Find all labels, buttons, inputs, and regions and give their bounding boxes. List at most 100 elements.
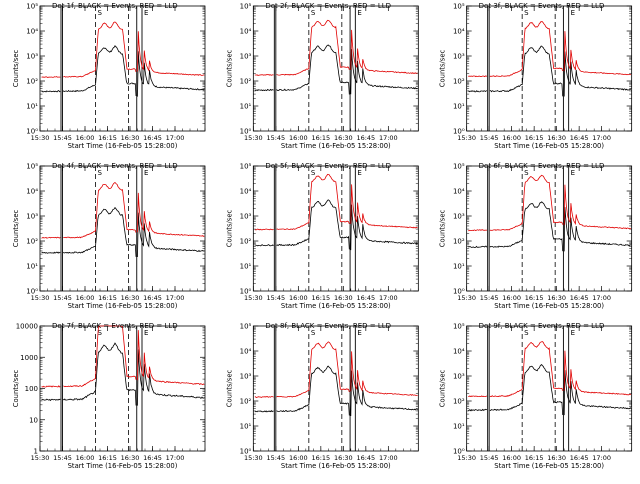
x-axis-label: Start Time (16-Feb-05 15:28:00) — [281, 142, 391, 150]
x-axis-label: Start Time (16-Feb-05 15:28:00) — [68, 302, 178, 310]
end-flag-label: E — [357, 329, 361, 337]
x-tick-label: 15:45 — [266, 294, 285, 302]
y-tick-label: 10⁰ — [26, 288, 38, 296]
x-axis-label: Start Time (16-Feb-05 15:28:00) — [281, 302, 391, 310]
x-axis-label: Start Time (16-Feb-05 15:28:00) — [281, 462, 391, 470]
y-tick-label: 10000 — [16, 323, 38, 331]
x-tick-label: 16:00 — [502, 294, 521, 302]
x-tick-label: 15:45 — [266, 454, 285, 462]
start-flag-label: S — [524, 9, 529, 17]
y-tick-label: 10³ — [240, 373, 252, 381]
y-tick-label: 10¹ — [26, 263, 38, 271]
y-tick-label: 10¹ — [453, 423, 465, 431]
y-tick-label: 10⁵ — [453, 163, 465, 171]
x-tick-label: 16:15 — [98, 454, 117, 462]
y-axis-label: Counts/sec — [439, 210, 447, 248]
y-tick-label: 10⁵ — [453, 323, 465, 331]
x-tick-label: 16:30 — [121, 294, 140, 302]
y-tick-label: 10⁵ — [240, 3, 252, 11]
end-flag-label: E — [571, 329, 575, 337]
x-tick-label: 16:45 — [570, 134, 589, 142]
x-tick-label: 16:15 — [525, 294, 544, 302]
x-tick-label: 16:30 — [334, 134, 353, 142]
y-tick-label: 10² — [240, 238, 252, 246]
x-tick-label: 15:45 — [480, 134, 499, 142]
lld-series-line — [468, 341, 632, 398]
y-tick-label: 10² — [26, 78, 38, 86]
x-tick-label: 16:45 — [356, 294, 375, 302]
y-tick-label: 10⁰ — [26, 128, 38, 136]
start-flag-label: S — [98, 329, 103, 337]
x-axis-label: Start Time (16-Feb-05 15:28:00) — [494, 302, 604, 310]
y-tick-label: 10³ — [453, 213, 465, 221]
y-axis-label: Counts/sec — [12, 210, 20, 248]
start-flag-label: S — [311, 169, 316, 177]
lld-series-line — [41, 181, 205, 239]
x-tick-label: 16:00 — [76, 134, 95, 142]
x-tick-label: 16:45 — [143, 134, 162, 142]
panel-title: Det 8f, BLACK = Events, RED = LLD — [265, 322, 391, 330]
y-tick-label: 10³ — [453, 53, 465, 61]
x-tick-label: 16:15 — [311, 454, 330, 462]
y-tick-label: 10⁵ — [26, 163, 38, 171]
y-tick-label: 10² — [453, 398, 465, 406]
x-tick-label: 16:45 — [570, 454, 589, 462]
y-tick-label: 1000 — [20, 354, 38, 362]
x-tick-label: 17:00 — [592, 294, 611, 302]
x-tick-label: 16:15 — [311, 294, 330, 302]
y-tick-label: 10⁰ — [453, 288, 465, 296]
y-tick-label: 10³ — [26, 53, 38, 61]
x-tick-label: 17:00 — [166, 294, 185, 302]
lld-series-line — [41, 21, 205, 78]
y-tick-label: 10⁴ — [240, 28, 252, 36]
x-tick-label: 16:15 — [525, 454, 544, 462]
plot-frame — [39, 165, 206, 292]
detector-panel-1: 10⁰ 10¹ 10² 10³ 10⁴ 10⁵ 15:30 15:45 16:00 16:15 16… — [12, 2, 206, 150]
panel-title: Det 4f, BLACK = Events, RED = LLD — [52, 162, 178, 170]
y-axis-label: Counts/sec — [225, 50, 233, 88]
end-flag-label: E — [357, 9, 361, 17]
x-tick-label: 16:30 — [547, 294, 566, 302]
x-tick-label: 16:00 — [289, 294, 308, 302]
x-axis-label: Start Time (16-Feb-05 15:28:00) — [494, 462, 604, 470]
y-tick-label: 10² — [240, 398, 252, 406]
x-tick-label: 17:00 — [166, 134, 185, 142]
y-tick-label: 10⁰ — [453, 128, 465, 136]
x-tick-label: 15:45 — [480, 454, 499, 462]
plot-frame — [466, 5, 633, 132]
y-tick-label: 10⁵ — [453, 3, 465, 11]
y-tick-label: 10⁰ — [240, 288, 252, 296]
x-tick-label: 16:00 — [76, 294, 95, 302]
panel-title: Det 6f, BLACK = Events, RED = LLD — [479, 162, 605, 170]
x-tick-label: 16:45 — [570, 294, 589, 302]
x-tick-label: 17:00 — [379, 294, 398, 302]
x-tick-label: 17:00 — [592, 454, 611, 462]
lld-series-line — [254, 173, 418, 231]
x-tick-label: 16:00 — [289, 134, 308, 142]
y-tick-label: 10² — [453, 238, 465, 246]
lld-series-line — [254, 341, 418, 398]
panel-title: Det 5f, BLACK = Events, RED = LLD — [265, 162, 391, 170]
detector-panel-8: 10⁰ 10¹ 10² 10³ 10⁴ 10⁵ 15:30 15:45 16:00 16:15 16… — [225, 322, 419, 470]
x-tick-label: 16:30 — [121, 454, 140, 462]
plot-frame — [466, 325, 633, 452]
y-tick-label: 10³ — [453, 373, 465, 381]
events-series-line — [254, 44, 418, 95]
y-axis-label: Counts/sec — [225, 370, 233, 408]
y-tick-label: 10⁵ — [240, 163, 252, 171]
x-tick-label: 15:45 — [53, 134, 72, 142]
x-tick-label: 17:00 — [379, 134, 398, 142]
x-tick-label: 16:15 — [98, 134, 117, 142]
events-series-line — [41, 45, 205, 97]
x-tick-label: 16:30 — [334, 454, 353, 462]
x-tick-label: 17:00 — [592, 134, 611, 142]
panel-title: Det 3f, BLACK = Events, RED = LLD — [479, 2, 605, 10]
detector-panel-2: 10⁰ 10¹ 10² 10³ 10⁴ 10⁵ 15:30 15:45 16:00 16:15 16… — [225, 2, 419, 150]
x-tick-label: 15:30 — [31, 134, 50, 142]
y-tick-label: 10³ — [240, 213, 252, 221]
plot-frame — [39, 325, 206, 452]
lld-series-line — [468, 21, 632, 78]
